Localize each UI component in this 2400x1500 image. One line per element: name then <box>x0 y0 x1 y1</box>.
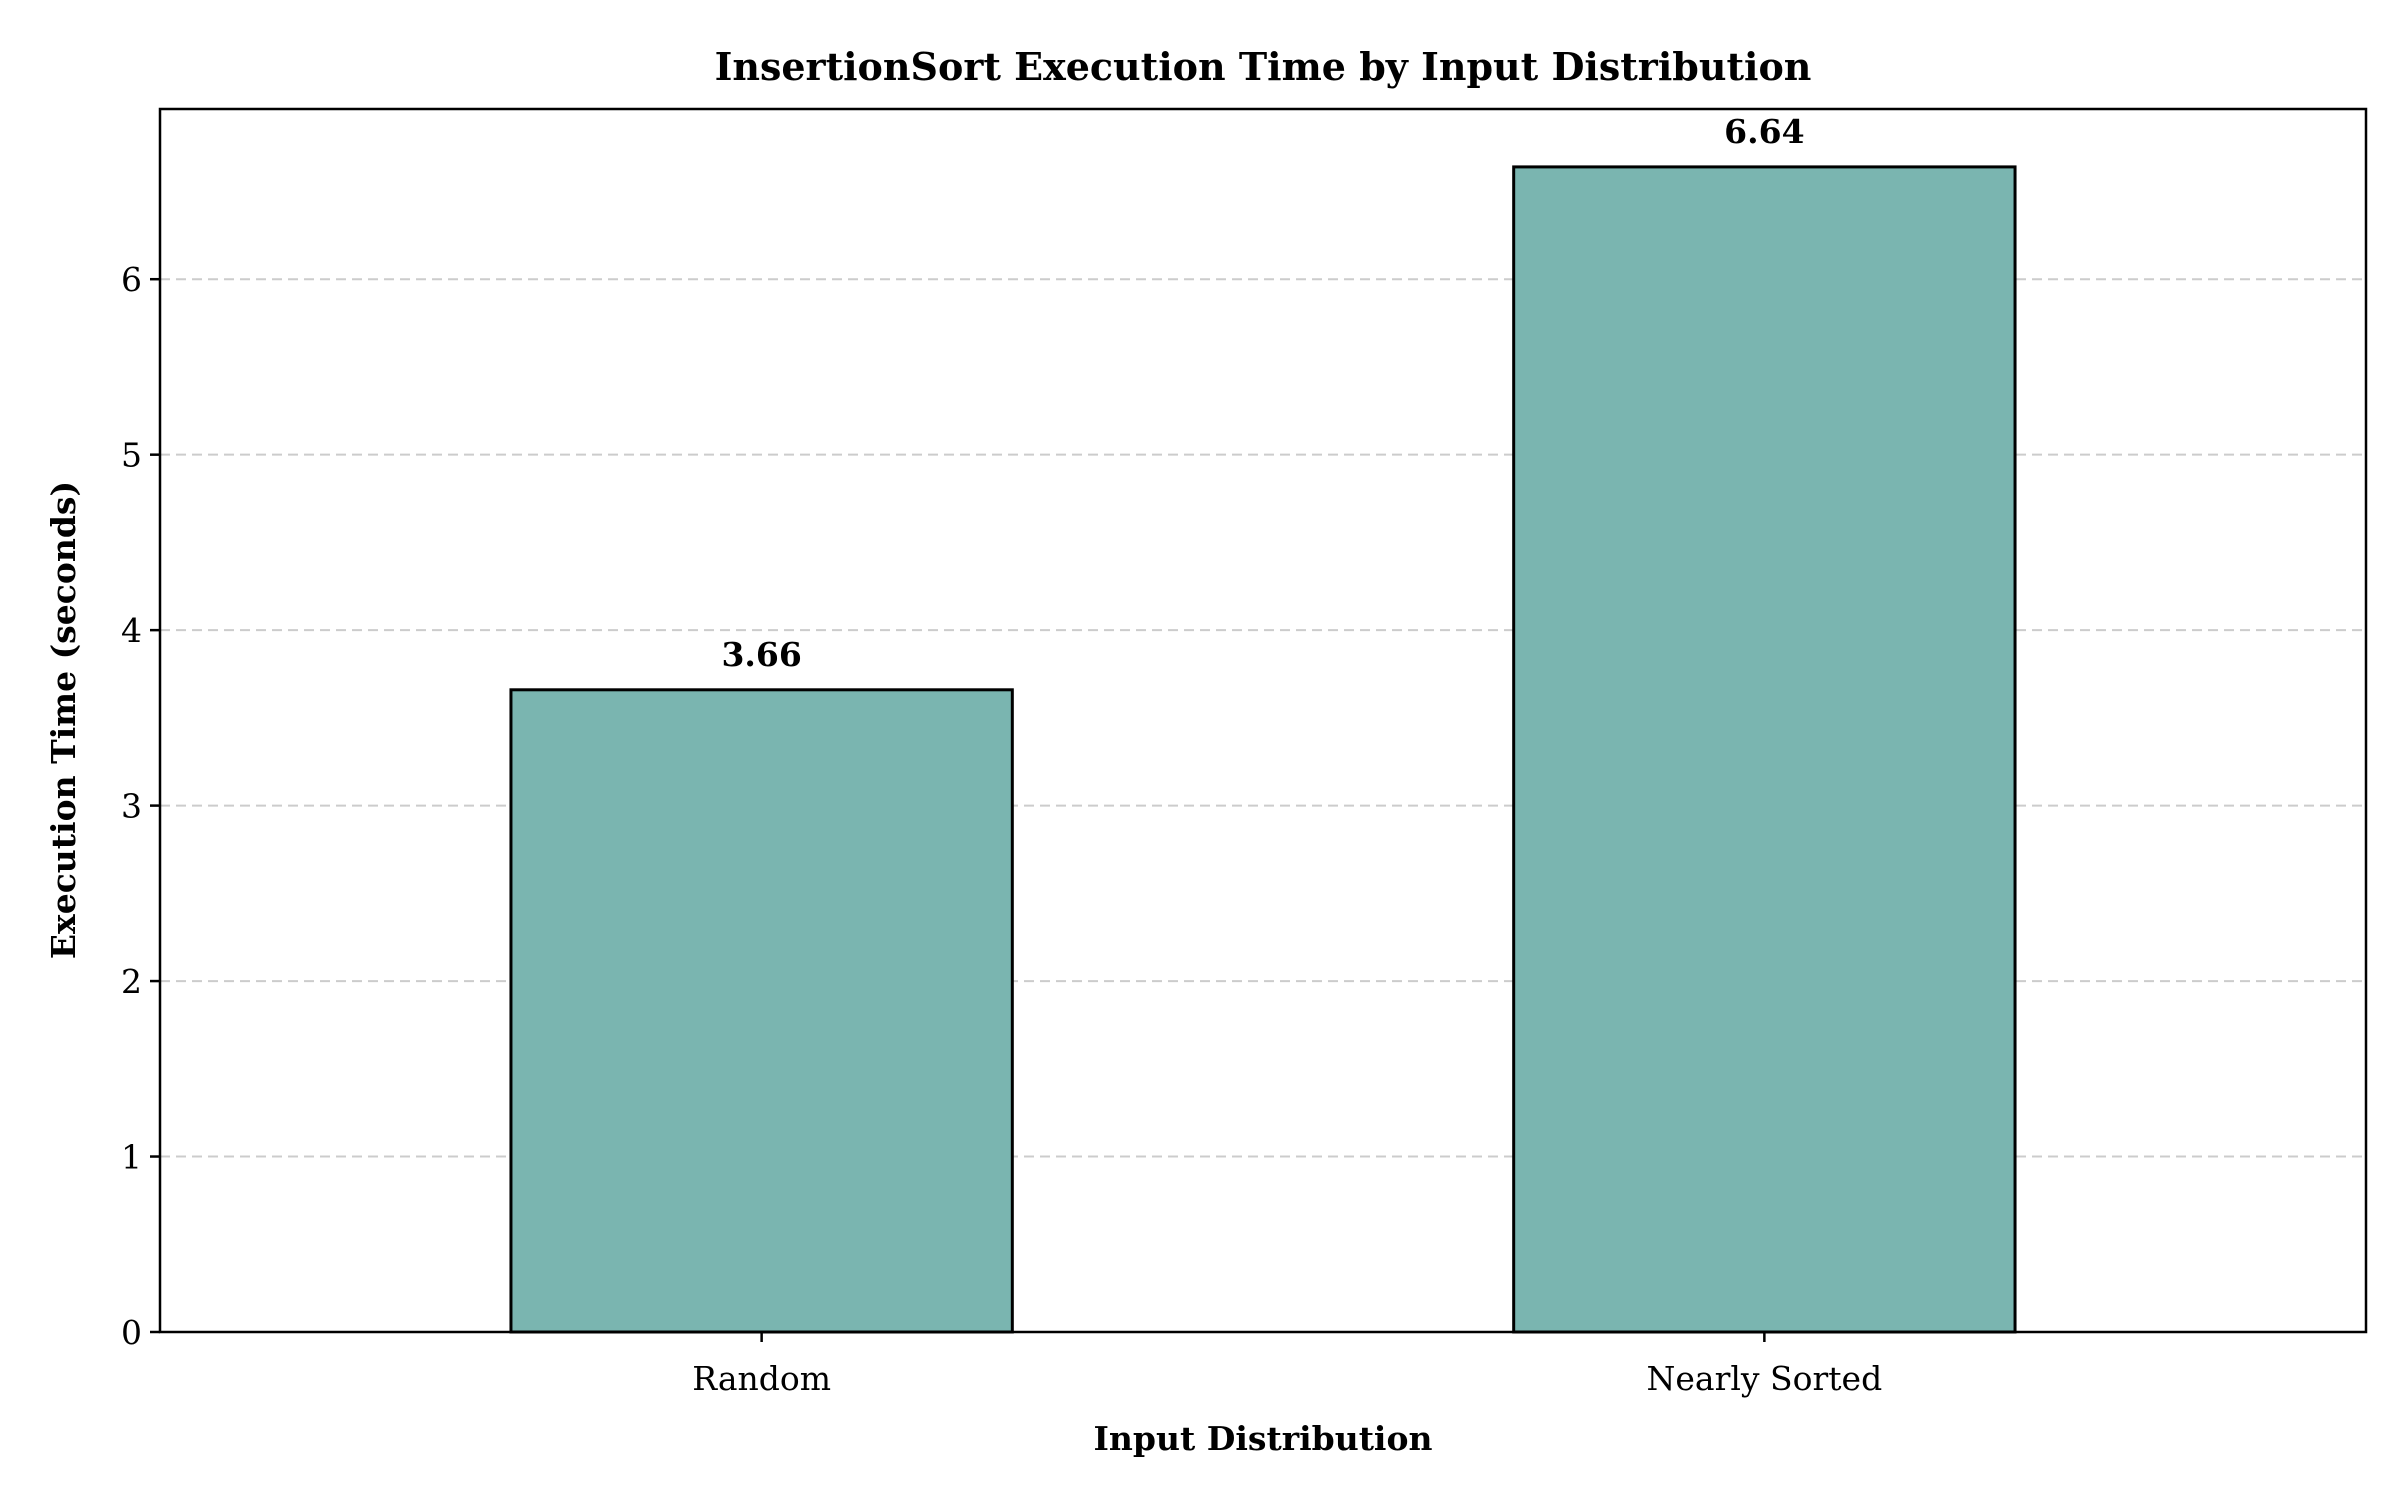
data-labels: 3.66 6.64 <box>721 112 1804 674</box>
y-tick-label: 5 <box>121 436 142 475</box>
bar-nearly-sorted <box>1512 165 2017 1334</box>
x-tick-label: Nearly Sorted <box>1647 1359 1883 1398</box>
y-tick-label: 2 <box>121 962 142 1001</box>
y-axis-label: Execution Time (seconds) <box>44 481 83 959</box>
y-tick-label: 0 <box>121 1313 142 1352</box>
grid-lines <box>160 278 2366 1158</box>
x-axis-ticks: Random Nearly Sorted <box>692 1332 1882 1398</box>
bars <box>509 165 2017 1334</box>
y-axis-ticks: 0 1 2 3 4 5 6 <box>121 260 160 1352</box>
bar-random <box>509 688 1014 1334</box>
bar-value-label: 3.66 <box>721 635 801 674</box>
y-tick-label: 6 <box>121 260 142 299</box>
y-tick-label: 4 <box>121 611 142 650</box>
chart-title: InsertionSort Execution Time by Input Di… <box>715 44 1812 89</box>
plot-frame <box>158 107 2368 1334</box>
x-tick-label: Random <box>692 1359 831 1398</box>
bar-value-label: 6.64 <box>1724 112 1804 151</box>
y-tick-label: 3 <box>121 787 142 826</box>
x-axis-label: Input Distribution <box>1094 1419 1433 1458</box>
y-tick-label: 1 <box>121 1138 142 1177</box>
